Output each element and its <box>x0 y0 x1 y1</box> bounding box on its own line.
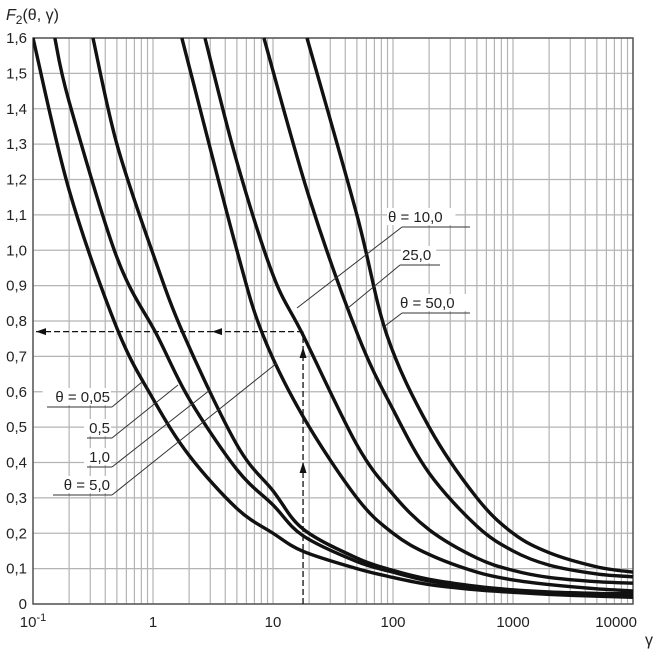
y-tick-label: 1,5 <box>6 65 27 82</box>
y-tick-label: 0,3 <box>6 490 27 507</box>
arrowhead-icon <box>36 328 46 336</box>
arrowhead-icon <box>212 328 222 336</box>
curve-label: 0,5 <box>89 420 110 437</box>
y-tick-label: 0,2 <box>6 525 27 542</box>
curve-label: θ = 5,0 <box>64 477 110 494</box>
x-tick-label: 10 <box>265 614 282 631</box>
x-tick-label: 100 <box>380 614 405 631</box>
label-leader-line <box>111 362 278 496</box>
curve-label: θ = 50,0 <box>400 295 455 312</box>
label-leader-line <box>111 381 143 408</box>
label-background <box>401 246 437 263</box>
curves <box>33 37 633 599</box>
arrowhead-icon <box>299 347 307 358</box>
x-tick-label: 1000 <box>496 614 529 631</box>
curve--0-05 <box>33 37 633 599</box>
label-leader-line <box>347 264 401 309</box>
y-tick-label: 0,1 <box>6 561 27 578</box>
y-tick-label: 1,2 <box>6 172 27 189</box>
y-tick-label: 1,3 <box>6 136 27 153</box>
y-axis-title: F2(θ, γ) <box>6 7 59 27</box>
x-tick-label: 10-1 <box>20 612 46 631</box>
tick-labels: 0 0,1 0,2 0,3 0,4 0,5 0,6 0,7 0,8 0,9 1,0 1,1 1,2 1,3… <box>6 30 637 631</box>
curve-label: 25,0 <box>402 247 431 264</box>
label-leader-line <box>111 389 211 468</box>
label-background <box>84 448 111 465</box>
label-background <box>387 208 456 225</box>
curve-labels: θ = 0,05 0,5 1,0 θ = 5,0 θ = 10,0 25,0 θ = 50,… <box>42 208 470 496</box>
label-background <box>84 419 111 436</box>
label-leader-line <box>384 312 403 327</box>
curve--10-0 <box>203 37 633 585</box>
label-background <box>399 294 468 311</box>
curve-25-0 <box>262 37 633 579</box>
x-axis-title: γ <box>645 632 653 649</box>
y-tick-label: 0,8 <box>6 313 27 330</box>
curve-label: θ = 10,0 <box>388 209 443 226</box>
plot-frame <box>32 37 634 605</box>
curve--5-0 <box>180 37 633 593</box>
y-tick-label: 0,9 <box>6 278 27 295</box>
y-tick-label: 1,1 <box>6 207 27 224</box>
y-tick-label: 0,5 <box>6 419 27 436</box>
curve-label: θ = 0,05 <box>55 389 110 406</box>
y-tick-label: 0,6 <box>6 384 27 401</box>
y-tick-label: 0 <box>19 596 27 613</box>
example-reading-lines <box>35 328 307 604</box>
y-tick-label: 0,4 <box>6 455 27 472</box>
label-leader-line <box>296 226 403 309</box>
y-tick-label: 0,7 <box>6 348 27 365</box>
label-leader-line <box>111 384 179 439</box>
curve-1-0 <box>91 37 633 596</box>
label-background <box>50 476 111 493</box>
arrowhead-icon <box>299 462 307 473</box>
label-background <box>42 388 111 405</box>
y-tick-label: 1,0 <box>6 242 27 259</box>
y-tick-label: 1,6 <box>6 30 27 47</box>
curve-label: 1,0 <box>89 449 110 466</box>
y-tick-label: 1,4 <box>6 101 27 118</box>
grid <box>32 37 634 605</box>
curve--50-0 <box>305 37 633 574</box>
x-tick-label: 1 <box>149 614 157 631</box>
x-tick-label: 10000 <box>595 614 637 631</box>
